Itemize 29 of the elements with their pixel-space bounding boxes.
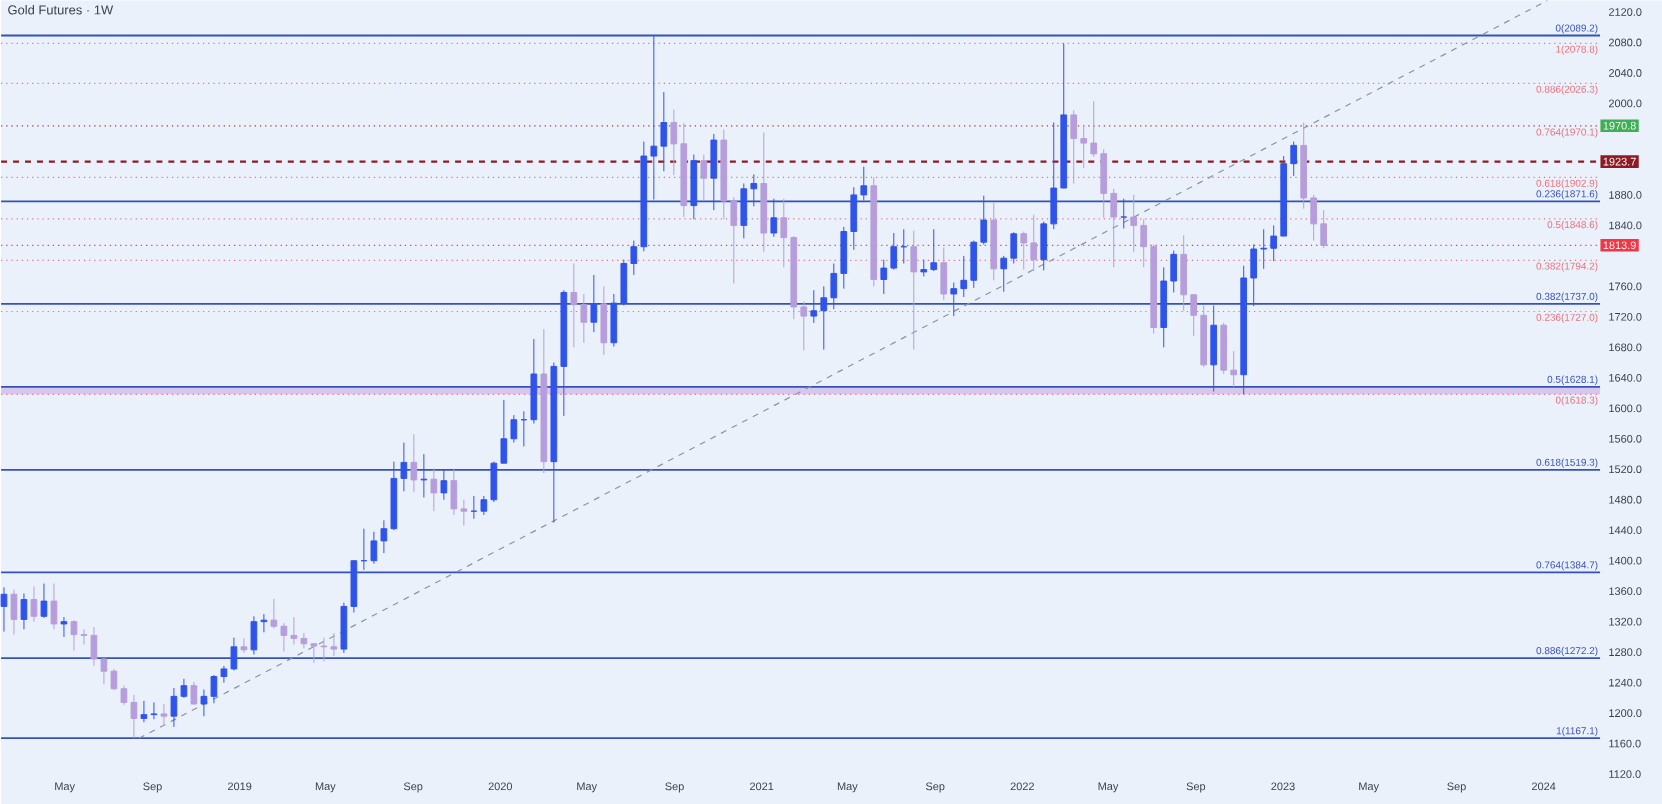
candlestick [700, 154, 708, 201]
candlestick [50, 583, 58, 630]
candlestick [1120, 198, 1128, 229]
candlestick [430, 467, 438, 512]
candlestick [940, 246, 948, 301]
candlestick [1210, 304, 1218, 392]
candlestick [190, 681, 198, 706]
candlestick [20, 592, 28, 630]
candlestick [440, 468, 448, 501]
candlestick [420, 453, 428, 498]
candlestick [710, 133, 718, 211]
candlestick [410, 433, 418, 493]
candlestick [770, 198, 778, 238]
candlestick [910, 230, 918, 351]
candlestick [900, 228, 908, 264]
candlestick [540, 328, 548, 474]
candlestick [240, 637, 248, 654]
candlestick [760, 131, 768, 253]
candlestick [40, 583, 48, 619]
candlestick [590, 274, 598, 333]
candlestick [870, 176, 878, 287]
candlestick [30, 586, 38, 623]
candlestick [990, 202, 998, 281]
candlestick [0, 586, 8, 633]
candlestick [600, 285, 608, 356]
candlestick [690, 154, 698, 220]
candlestick [160, 703, 168, 726]
candlestick [60, 616, 68, 638]
candlestick [10, 589, 18, 636]
